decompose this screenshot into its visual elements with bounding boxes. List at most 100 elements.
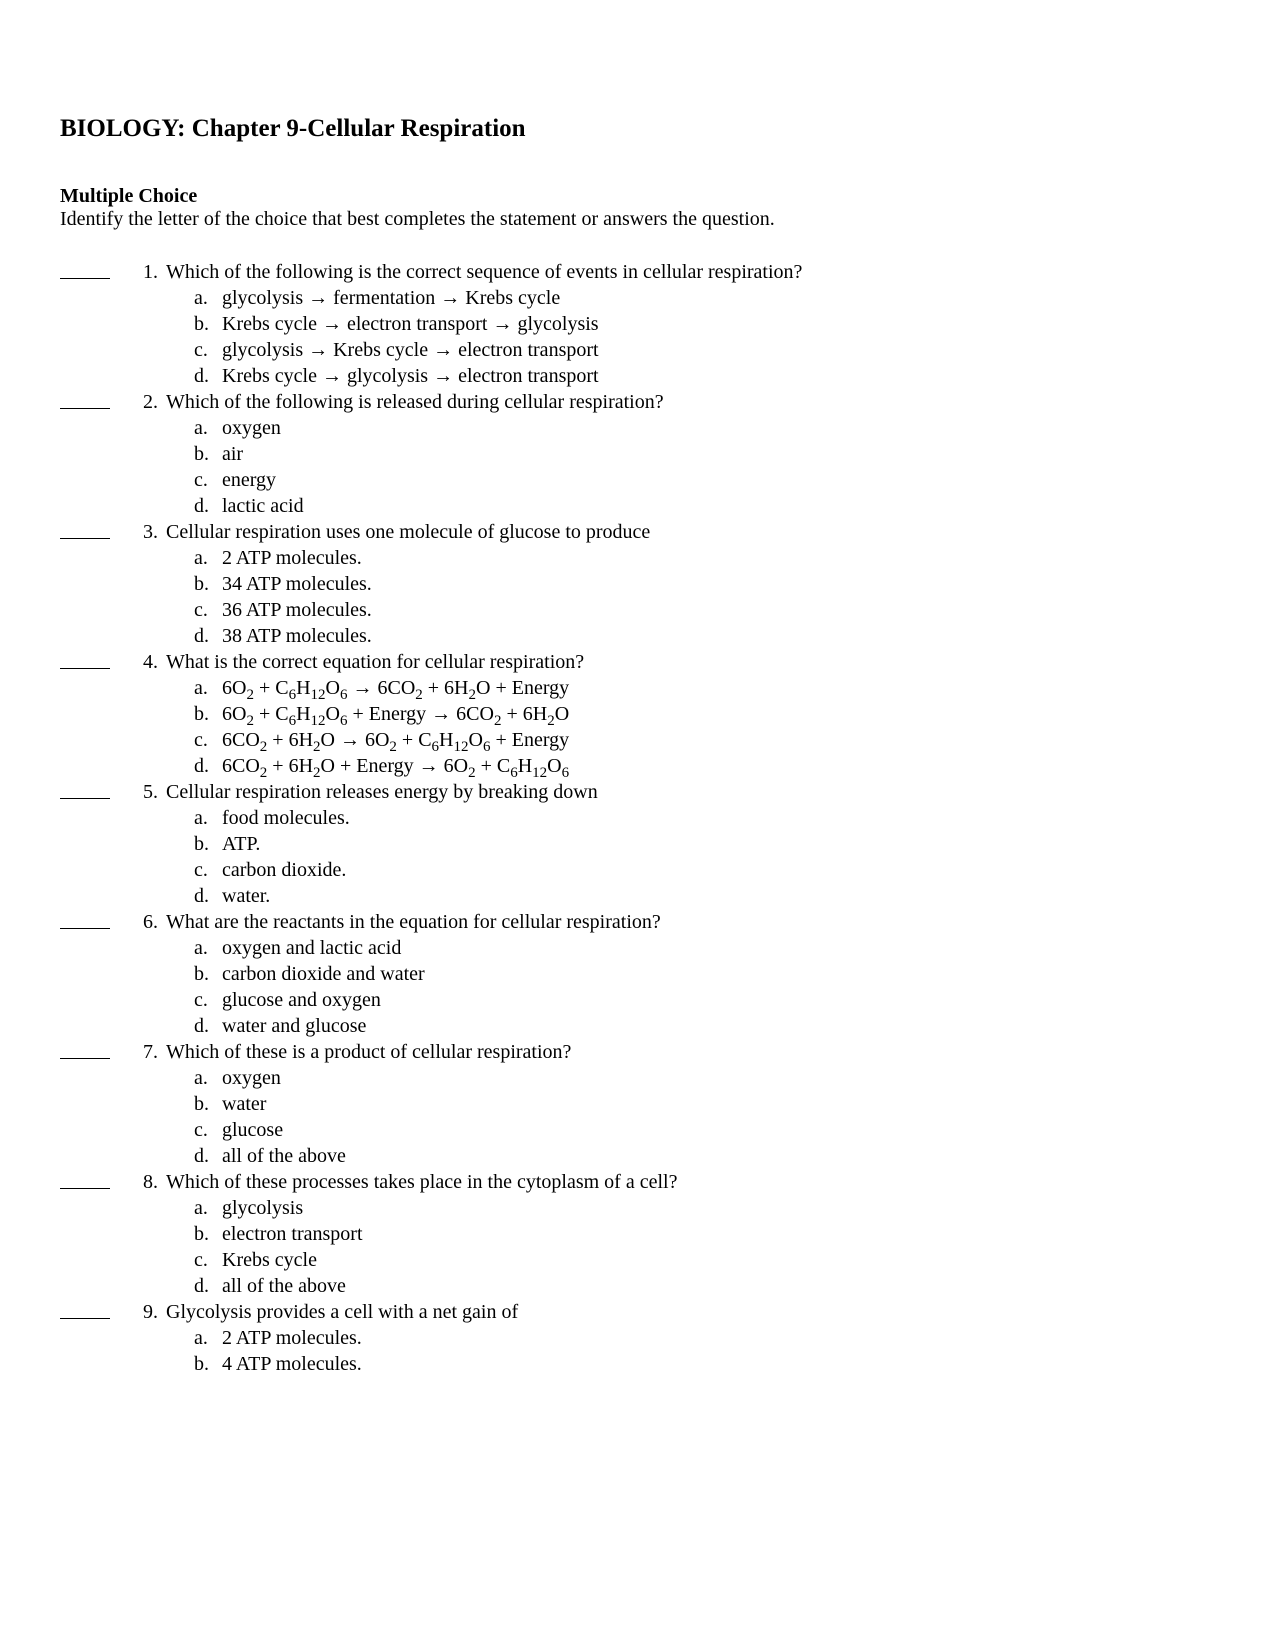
question-block: 1.Which of the following is the correct … [60, 259, 1215, 389]
choice-label: b. [194, 1221, 222, 1247]
choices-list: a.glycolysisb.electron transportc.Krebs … [166, 1195, 1215, 1299]
choice-label: a. [194, 1065, 222, 1091]
choice-text: glucose and oxygen [222, 987, 1215, 1013]
choice-text: 2 ATP molecules. [222, 1325, 1215, 1351]
choices-list: a.oxygenb.airc.energyd.lactic acid [166, 415, 1215, 519]
choice: c.36 ATP molecules. [194, 597, 1215, 623]
choices-list: a.2 ATP molecules.b.4 ATP molecules. [166, 1325, 1215, 1377]
choice: a.oxygen [194, 1065, 1215, 1091]
choice-label: c. [194, 1247, 222, 1273]
answer-blank[interactable] [60, 521, 110, 539]
choice-label: c. [194, 1117, 222, 1143]
choice: b.Krebs cycle → electron transport → gly… [194, 311, 1215, 337]
choice-label: c. [194, 987, 222, 1013]
choice-text: Krebs cycle [222, 1247, 1215, 1273]
answer-blank[interactable] [60, 781, 110, 799]
question-stem: What is the correct equation for cellula… [166, 649, 1215, 675]
choice-text: carbon dioxide and water [222, 961, 1215, 987]
choice: a.2 ATP molecules. [194, 1325, 1215, 1351]
choice-text: carbon dioxide. [222, 857, 1215, 883]
choice-text: water and glucose [222, 1013, 1215, 1039]
question-block: 8.Which of these processes takes place i… [60, 1169, 1215, 1299]
page-title: BIOLOGY: Chapter 9-Cellular Respiration [60, 115, 1215, 143]
choice: b.ATP. [194, 831, 1215, 857]
choice-label: b. [194, 831, 222, 857]
choices-list: a.6O2 + C6H12O6 → 6CO2 + 6H2O + Energyb.… [166, 675, 1215, 779]
answer-blank[interactable] [60, 1301, 110, 1319]
choice-text: Krebs cycle → electron transport → glyco… [222, 311, 1215, 337]
choice: a.oxygen and lactic acid [194, 935, 1215, 961]
choice: d.all of the above [194, 1273, 1215, 1299]
question-body: Which of the following is the correct se… [166, 259, 1215, 389]
choice: c.glucose [194, 1117, 1215, 1143]
answer-blank[interactable] [60, 1171, 110, 1189]
question-block: 5.Cellular respiration releases energy b… [60, 779, 1215, 909]
answer-blank[interactable] [60, 911, 110, 929]
choice: b.6O2 + C6H12O6 + Energy → 6CO2 + 6H2O [194, 701, 1215, 727]
choices-list: a.glycolysis → fermentation → Krebs cycl… [166, 285, 1215, 389]
question-body: Cellular respiration uses one molecule o… [166, 519, 1215, 649]
question-block: 9.Glycolysis provides a cell with a net … [60, 1299, 1215, 1377]
choice: c.energy [194, 467, 1215, 493]
answer-blank[interactable] [60, 391, 110, 409]
answer-blank[interactable] [60, 651, 110, 669]
choice-text: 4 ATP molecules. [222, 1351, 1215, 1377]
choice-label: a. [194, 545, 222, 571]
question-number: 8. [130, 1169, 166, 1195]
question-stem: Which of these processes takes place in … [166, 1169, 1215, 1195]
choice-label: d. [194, 883, 222, 909]
choice-text: 6O2 + C6H12O6 → 6CO2 + 6H2O + Energy [222, 675, 1215, 701]
question-stem: Which of these is a product of cellular … [166, 1039, 1215, 1065]
choice-text: water [222, 1091, 1215, 1117]
choice-label: b. [194, 311, 222, 337]
question-body: Glycolysis provides a cell with a net ga… [166, 1299, 1215, 1377]
answer-blank[interactable] [60, 261, 110, 279]
question-block: 4.What is the correct equation for cellu… [60, 649, 1215, 779]
instructions-text: Identify the letter of the choice that b… [60, 208, 1215, 231]
choice-text: Krebs cycle → glycolysis → electron tran… [222, 363, 1215, 389]
question-number: 1. [130, 259, 166, 285]
choice-text: glucose [222, 1117, 1215, 1143]
choice-label: d. [194, 493, 222, 519]
choice-text: 2 ATP molecules. [222, 545, 1215, 571]
question-stem: Cellular respiration uses one molecule o… [166, 519, 1215, 545]
choice: b.34 ATP molecules. [194, 571, 1215, 597]
choice-text: all of the above [222, 1273, 1215, 1299]
choice-text: oxygen and lactic acid [222, 935, 1215, 961]
choice: a.glycolysis [194, 1195, 1215, 1221]
question-number: 4. [130, 649, 166, 675]
choices-list: a.2 ATP molecules.b.34 ATP molecules.c.3… [166, 545, 1215, 649]
choice-text: 38 ATP molecules. [222, 623, 1215, 649]
choices-list: a.oxygen and lactic acidb.carbon dioxide… [166, 935, 1215, 1039]
choice: d.Krebs cycle → glycolysis → electron tr… [194, 363, 1215, 389]
question-body: What is the correct equation for cellula… [166, 649, 1215, 779]
choice: c.glucose and oxygen [194, 987, 1215, 1013]
question-stem: What are the reactants in the equation f… [166, 909, 1215, 935]
choice-text: ATP. [222, 831, 1215, 857]
choice-text: air [222, 441, 1215, 467]
choice-text: oxygen [222, 415, 1215, 441]
answer-blank[interactable] [60, 1041, 110, 1059]
choices-list: a.food molecules.b.ATP.c.carbon dioxide.… [166, 805, 1215, 909]
choice-label: c. [194, 857, 222, 883]
question-stem: Glycolysis provides a cell with a net ga… [166, 1299, 1215, 1325]
choice-label: b. [194, 571, 222, 597]
choice: d.6CO2 + 6H2O + Energy → 6O2 + C6H12O6 [194, 753, 1215, 779]
choice-text: glycolysis [222, 1195, 1215, 1221]
choice-label: a. [194, 415, 222, 441]
choice-label: d. [194, 363, 222, 389]
choice: d.water. [194, 883, 1215, 909]
choice-text: 6CO2 + 6H2O + Energy → 6O2 + C6H12O6 [222, 753, 1215, 779]
choice: a.2 ATP molecules. [194, 545, 1215, 571]
choice: a.6O2 + C6H12O6 → 6CO2 + 6H2O + Energy [194, 675, 1215, 701]
choice-text: glycolysis → fermentation → Krebs cycle [222, 285, 1215, 311]
choice-label: a. [194, 285, 222, 311]
question-stem: Which of the following is released durin… [166, 389, 1215, 415]
choice: a.food molecules. [194, 805, 1215, 831]
choice-label: d. [194, 1013, 222, 1039]
choice-text: 6O2 + C6H12O6 + Energy → 6CO2 + 6H2O [222, 701, 1215, 727]
question-block: 3.Cellular respiration uses one molecule… [60, 519, 1215, 649]
question-body: Which of the following is released durin… [166, 389, 1215, 519]
choice-text: 6CO2 + 6H2O → 6O2 + C6H12O6 + Energy [222, 727, 1215, 753]
question-number: 7. [130, 1039, 166, 1065]
